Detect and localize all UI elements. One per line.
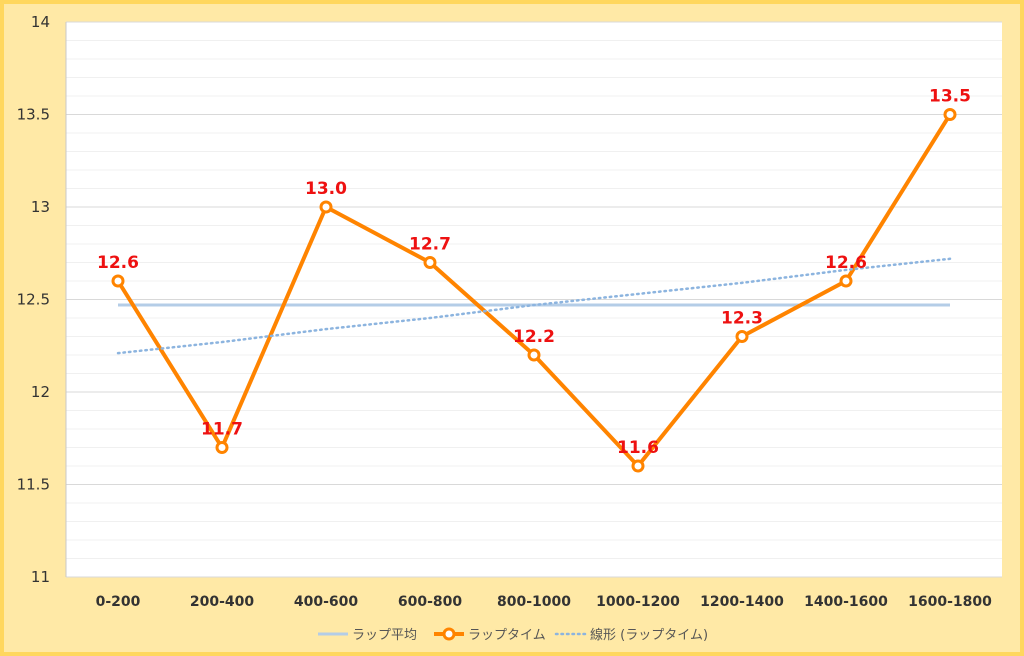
x-tick-label: 1400-1600	[804, 594, 888, 610]
data-point-marker	[839, 274, 853, 288]
data-point-marker	[527, 348, 541, 362]
data-point-marker	[319, 200, 333, 214]
legend-marker-lap-time	[442, 627, 456, 641]
legend-label-lap-time: ラップタイム	[468, 628, 546, 643]
data-label: 12.7	[409, 235, 451, 255]
x-tick-label: 1000-1200	[596, 594, 680, 610]
data-label: 13.0	[305, 179, 347, 199]
legend-label-average: ラップ平均	[352, 628, 417, 643]
data-label: 11.7	[201, 420, 243, 440]
x-tick-label: 1600-1800	[908, 594, 992, 610]
x-tick-label: 200-400	[190, 594, 255, 610]
y-tick-label: 11.5	[17, 476, 50, 494]
data-label: 12.3	[721, 309, 763, 329]
data-point-marker	[423, 256, 437, 269]
data-label: 12.6	[825, 253, 867, 273]
y-tick-label: 13	[31, 198, 50, 216]
series-line-trend	[116, 257, 952, 355]
data-point-marker	[215, 441, 229, 454]
data-label: 12.2	[513, 327, 555, 347]
y-tick-label: 13.5	[17, 106, 50, 124]
legend-label-trend: 線形 (ラップタイム)	[590, 627, 708, 643]
y-tick-label: 12.5	[17, 291, 50, 309]
data-point-marker	[111, 274, 125, 288]
x-tick-label: 400-600	[294, 594, 359, 610]
data-point-marker	[735, 330, 749, 343]
data-point-marker	[943, 108, 957, 121]
x-tick-label: 1200-1400	[700, 594, 784, 610]
y-tick-label: 12	[31, 383, 50, 401]
x-tick-label: 800-1000	[497, 594, 571, 610]
y-tick-label: 11	[31, 568, 50, 586]
data-label: 12.6	[97, 253, 139, 273]
x-tick-label: 600-800	[398, 594, 463, 610]
data-label: 11.6	[617, 438, 659, 458]
data-point-marker	[631, 459, 645, 473]
x-tick-label: 0-200	[96, 594, 141, 610]
data-label: 13.5	[929, 87, 971, 107]
y-tick-label: 14	[31, 13, 50, 31]
